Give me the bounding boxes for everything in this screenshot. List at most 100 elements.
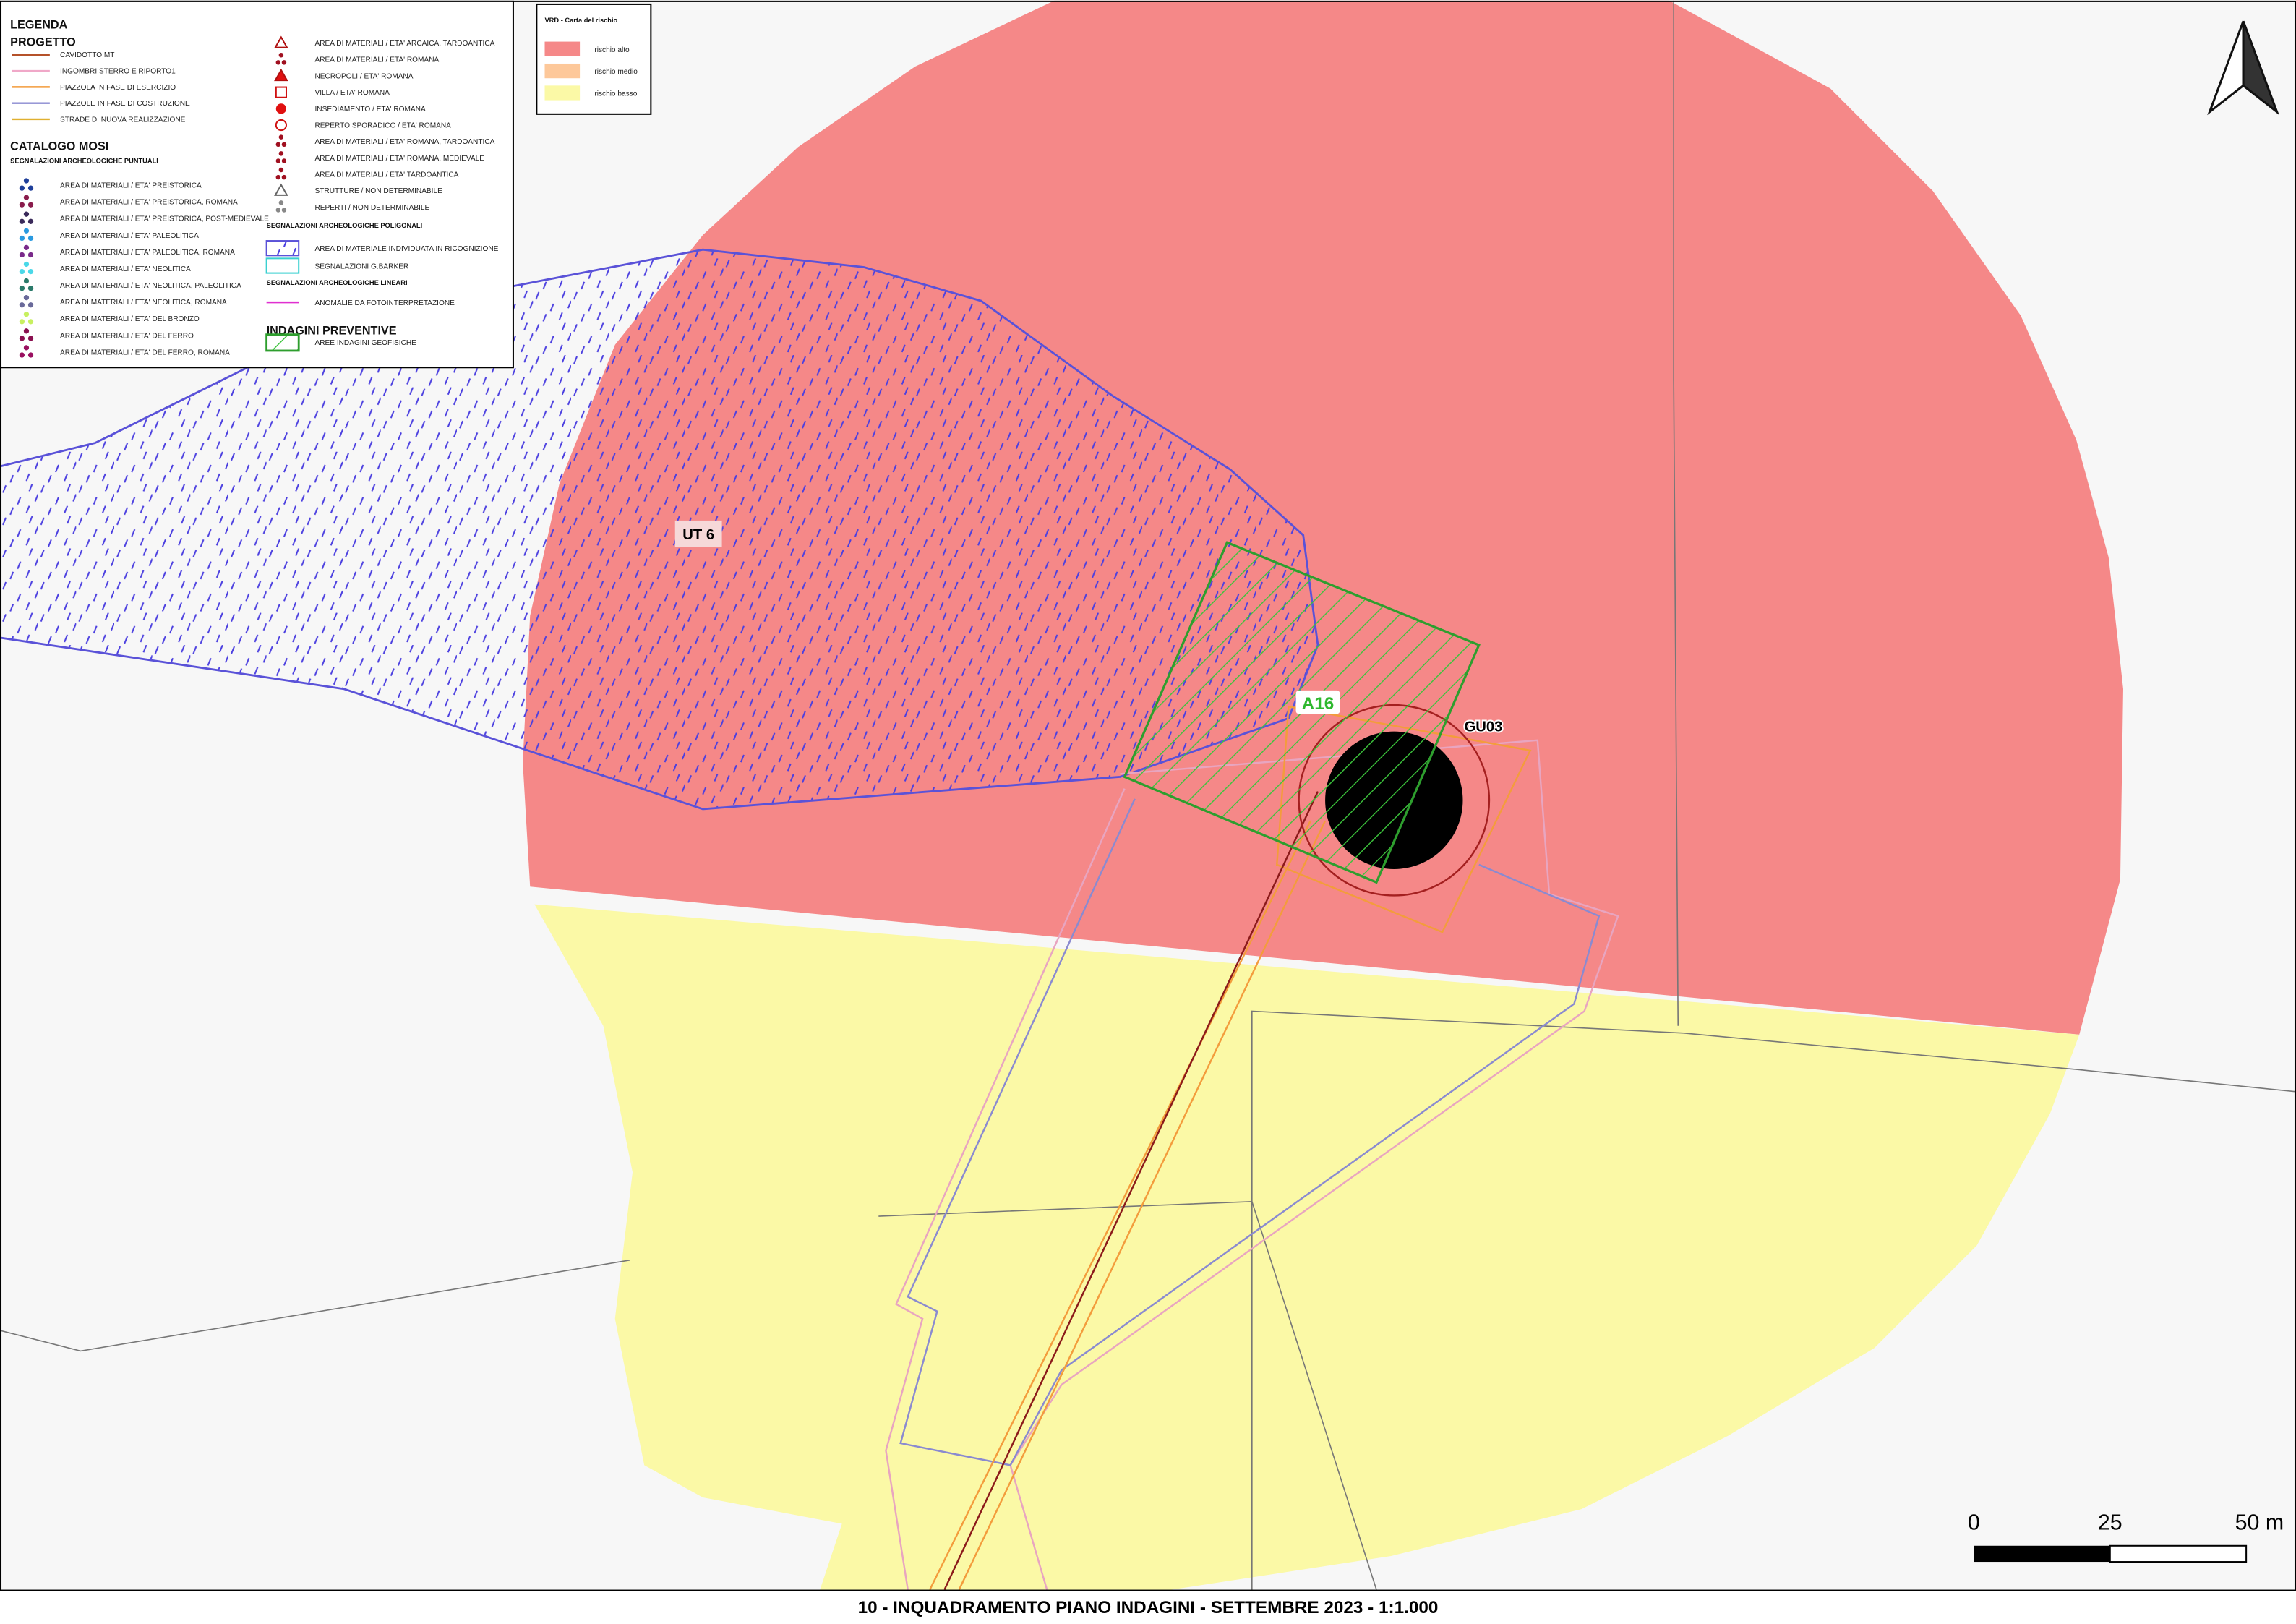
legend-item-label: PIAZZOLA IN FASE DI ESERCIZIO [60,84,176,92]
legend-item-label: AREA DI MATERIALI / ETA' TARDOANTICA [314,171,458,179]
legend-point-symbol [281,60,287,65]
legend-point-symbol [274,183,288,196]
legend-point-symbol [275,103,286,114]
legend-point-symbol [23,211,30,217]
legend-point-symbol [27,185,34,191]
legend-item-label: REPERTO SPORADICO / ETA' ROMANA [314,121,451,129]
legend-point-symbol [281,174,287,180]
label-box [1295,690,1340,714]
legend-point-symbol [19,352,25,358]
legend-title: LEGENDA [10,18,67,31]
legend-item-label: AREA DI MATERIALI / ETA' NEOLITICA [60,265,191,273]
legend-subheading: SEGNALAZIONI ARCHEOLOGICHE POLIGONALI [267,222,423,229]
legend-point-symbol [27,352,34,358]
legend-point-symbol [278,151,284,156]
area-label: A16 [1302,694,1335,714]
risk-swatch [544,41,581,56]
legend-point-symbol [19,218,25,224]
legend-point-symbol [19,202,25,208]
legend-point-symbol [23,328,30,334]
north-arrow [2207,20,2279,116]
legend-subheading: SEGNALAZIONI ARCHEOLOGICHE LINEARI [267,279,408,286]
risk-legend-title: VRD - Carta del rischio [544,17,617,24]
legend-item-label: PIAZZOLE IN FASE DI COSTRUZIONE [60,100,190,108]
legend-point-symbol [19,235,25,242]
legend-point-symbol [19,268,25,275]
legend-point-symbol [27,302,34,308]
legend-area-symbol [265,333,300,352]
legend-item-label: AREA DI MATERIALE INDIVIDUATA IN RICOGNI… [314,245,498,253]
legend-point-symbol [23,178,30,184]
legend-point-symbol [19,302,25,308]
legend-point-symbol [275,119,287,132]
legend-point-symbol [23,195,30,200]
legend-item-label: VILLA / ETA' ROMANA [314,89,390,97]
risk-item-label: rischio basso [594,90,637,98]
legend-point-symbol [281,142,287,148]
legend-point-symbol [23,261,30,268]
risk-swatch [544,85,581,101]
legend-point-symbol [275,86,287,98]
legend-subheading: SEGNALAZIONI ARCHEOLOGICHE PUNTUALI [10,158,158,165]
legend-item-label: STRUTTURE / NON DETERMINABILE [314,187,442,195]
legend-item-label: SEGNALAZIONI G.BARKER [314,263,408,271]
legend-point-symbol [278,134,284,140]
risk-low [534,904,2080,1590]
legend-item-label: AREA DI MATERIALI / ETA' PREISTORICA, PO… [60,215,269,223]
legend-item-label: STRADE DI NUOVA REALIZZAZIONE [60,116,186,124]
scale-label: 0 [1968,1510,1980,1535]
legend-item-label: AREA DI MATERIALI / ETA' ROMANA, MEDIEVA… [314,155,484,163]
legend: LEGENDA PROGETTO CATALOGO MOSI SEGNALAZI… [0,0,514,369]
legend-point-symbol [19,286,25,291]
legend-item-label: AREA DI MATERIALI / ETA' ARCAICA, TARDOA… [314,40,494,48]
project-layout [885,705,1619,1591]
legend-point-symbol [274,68,288,82]
parcel-lines [0,0,2296,1590]
legend-item-label: ANOMALIE DA FOTOINTERPRETAZIONE [314,299,455,307]
legend-point-symbol [23,345,30,351]
scale-bar: 0 25 50 m [1968,1510,2284,1563]
legend-item-label: AREA DI MATERIALI / ETA' DEL FERRO, ROMA… [60,349,230,356]
legend-point-symbol [278,200,284,205]
legend-point-symbol [27,252,34,258]
legend-point-symbol [281,158,287,163]
legend-point-symbol [275,158,281,163]
legend-point-symbol [27,286,34,291]
legend-item-label: CAVIDOTTO MT [60,51,114,59]
legend-item-label: AREA DI MATERIALI / ETA' PREISTORICA, RO… [60,199,238,207]
legend-item-label: AREA DI MATERIALI / ETA' ROMANA, TARDOAN… [314,138,494,146]
legend-point-symbol [275,174,281,180]
legend-item-label: REPERTI / NON DETERMINABILE [314,204,429,212]
legend-point-symbol [278,167,284,173]
legend-point-symbol [19,319,25,325]
footer-title: 10 - INQUADRAMENTO PIANO INDAGINI - SETT… [858,1598,1439,1617]
legend-area-symbol [265,257,300,274]
legend-point-symbol [27,336,34,341]
scale-label: 25 [2098,1510,2122,1535]
legend-item-label: AREA DI MATERIALI / ETA' NEOLITICA, ROMA… [60,299,227,307]
legend-point-symbol [23,244,30,251]
risk-item-label: rischio medio [594,68,638,76]
footer-band [0,1591,2296,1624]
legend-point-symbol [278,52,284,58]
legend-point-symbol [23,294,30,301]
legend-item-label: AREA DI MATERIALI / ETA' NEOLITICA, PALE… [60,282,241,290]
legend-point-symbol [27,268,34,275]
legend-point-symbol [275,60,281,65]
legend-point-symbol [23,312,30,317]
legend-item-label: AREA DI MATERIALI / ETA' PALEOLITICA [60,232,199,240]
legend-point-symbol [275,142,281,148]
legend-area-symbol [265,240,300,257]
risk-item-label: rischio alto [594,46,630,54]
label-box [674,520,722,547]
legend-item-label: AREA DI MATERIALI / ETA' ROMANA [314,56,439,64]
legend-point-symbol [27,202,34,208]
legend-point-symbol [19,336,25,341]
legend-item-label: AREA DI MATERIALI / ETA' DEL FERRO [60,332,194,340]
legend-item-label: AREA DI MATERIALI / ETA' DEL BRONZO [60,315,200,323]
legend-item-label: AREA DI MATERIALI / ETA' PREISTORICA [60,182,202,190]
legend-point-symbol [275,208,281,213]
turbine-label: GU03 [1465,719,1503,735]
legend-item-label: AREA DI MATERIALI / ETA' PALEOLITICA, RO… [60,249,235,257]
